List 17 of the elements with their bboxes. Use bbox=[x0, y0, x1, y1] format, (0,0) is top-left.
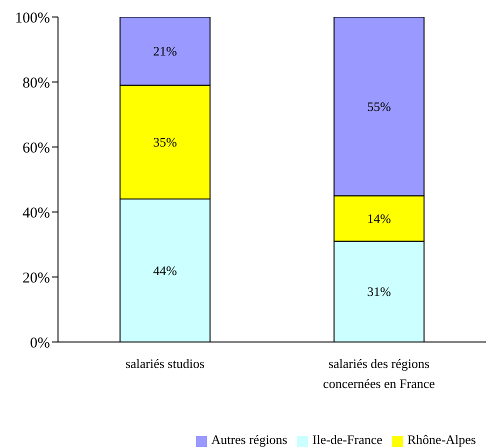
data-label: 44% bbox=[153, 263, 178, 278]
x-tick-label: salariés des régions concernées en France bbox=[323, 356, 436, 391]
data-label: 35% bbox=[153, 134, 178, 150]
data-label: 21% bbox=[153, 44, 178, 59]
legend-label: Rhône-Alpes bbox=[407, 432, 476, 447]
data-label: 14% bbox=[367, 211, 392, 226]
data-label: 55% bbox=[367, 98, 392, 114]
data-label: 31% bbox=[367, 284, 392, 300]
y-tick-label: 40% bbox=[22, 205, 50, 222]
y-tick-label: 0% bbox=[30, 335, 50, 352]
y-tick-label: 60% bbox=[22, 140, 50, 156]
x-tick-label: salariés studios bbox=[125, 356, 205, 371]
y-tick-label: 20% bbox=[22, 270, 50, 286]
legend-label: Ile-de-France bbox=[312, 432, 382, 447]
legend-label: Autres régions bbox=[211, 432, 288, 447]
y-tick-label: 80% bbox=[22, 75, 50, 92]
y-tick-label: 100% bbox=[15, 10, 50, 26]
